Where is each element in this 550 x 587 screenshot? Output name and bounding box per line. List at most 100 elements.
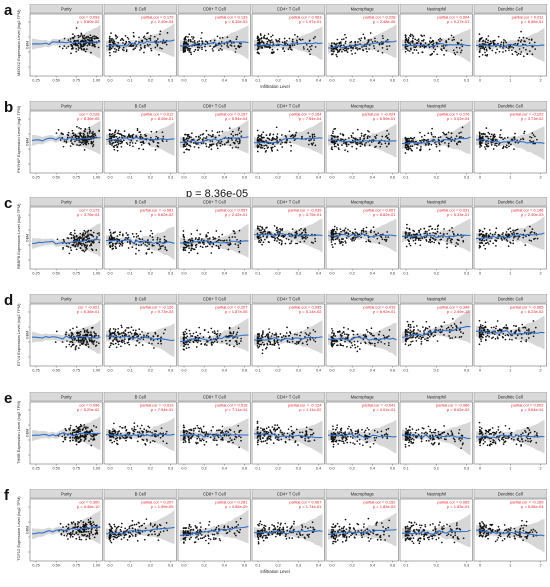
data-point (478, 326, 481, 329)
data-point (93, 331, 95, 333)
data-point (68, 343, 71, 346)
data-point (303, 240, 306, 243)
data-point (496, 320, 499, 322)
data-point (311, 135, 314, 137)
data-point (484, 148, 487, 150)
data-point (117, 41, 120, 44)
data-point (132, 48, 135, 51)
data-point (216, 144, 218, 147)
data-point (525, 235, 527, 238)
data-point (516, 228, 519, 231)
p-value-label: p = 2.48e-06 (373, 19, 396, 24)
data-point (528, 50, 531, 52)
data-point (517, 39, 520, 42)
data-point (86, 244, 88, 247)
data-point (132, 432, 135, 435)
data-point (238, 435, 240, 437)
data-point (112, 247, 115, 250)
data-point (93, 37, 96, 40)
data-point (485, 335, 487, 338)
data-point (384, 135, 387, 138)
data-point (83, 424, 86, 426)
data-point (115, 49, 118, 51)
data-point (412, 37, 414, 40)
data-point (434, 228, 437, 231)
data-point (456, 51, 459, 54)
data-point (457, 239, 459, 241)
data-point (510, 138, 513, 141)
data-point (419, 46, 422, 48)
data-point (205, 341, 208, 343)
data-point (267, 340, 270, 342)
data-point (308, 50, 310, 52)
data-point (206, 41, 209, 43)
data-point (187, 239, 190, 241)
data-point (63, 434, 66, 436)
data-point (279, 143, 282, 145)
data-point (269, 41, 272, 44)
data-point (357, 41, 359, 43)
data-point (418, 149, 421, 151)
data-point (212, 135, 214, 138)
data-point (187, 49, 189, 52)
data-point (128, 433, 131, 435)
data-point (408, 140, 411, 142)
data-point (533, 232, 536, 234)
data-point (111, 342, 113, 345)
x-tick-label: 0.0 (329, 79, 334, 83)
data-point (512, 229, 514, 232)
data-point (429, 225, 432, 228)
panel-letter: c (4, 195, 13, 212)
data-point (191, 132, 193, 135)
confidence-band (254, 26, 323, 61)
data-point (314, 36, 316, 38)
data-point (91, 145, 94, 148)
data-point (91, 341, 94, 344)
correlation-label: partial.cor = 0.019 (363, 305, 396, 310)
data-point (109, 141, 111, 144)
data-point (335, 340, 337, 343)
facet-strip (251, 197, 325, 207)
data-point (216, 330, 219, 332)
data-point (131, 142, 134, 144)
data-point (113, 338, 116, 341)
data-point (93, 339, 96, 342)
facet-strip (103, 392, 177, 402)
data-point (280, 235, 283, 238)
data-point (156, 43, 159, 46)
data-point (61, 47, 64, 50)
data-point (68, 252, 71, 255)
data-point (487, 328, 489, 331)
x-tick-label: 0.4 (222, 79, 227, 83)
data-point (190, 437, 192, 440)
data-point (108, 237, 111, 240)
data-point (138, 431, 141, 434)
data-point (117, 140, 120, 142)
data-point (432, 44, 435, 46)
data-point (432, 42, 435, 45)
data-point (496, 336, 499, 339)
data-point (211, 130, 214, 132)
data-point (350, 134, 353, 137)
data-point (219, 37, 221, 39)
data-point (122, 139, 125, 142)
data-point (125, 49, 128, 51)
x-tick-label: 0.2 (148, 369, 153, 373)
x-tick-label: 0.75 (73, 272, 80, 276)
data-point (225, 434, 228, 437)
data-point (86, 231, 89, 233)
data-point (98, 129, 100, 132)
data-point (276, 231, 279, 234)
correlation-label: partial.cor = 0.063 (289, 15, 322, 20)
data-point (110, 432, 113, 435)
data-point (481, 324, 484, 327)
data-point (62, 248, 64, 250)
data-point (260, 229, 262, 232)
data-point (416, 335, 418, 338)
data-point (183, 335, 186, 337)
data-point (118, 245, 121, 247)
data-point (294, 34, 296, 36)
data-point (78, 428, 81, 430)
data-point (411, 336, 414, 339)
data-point (235, 333, 238, 336)
